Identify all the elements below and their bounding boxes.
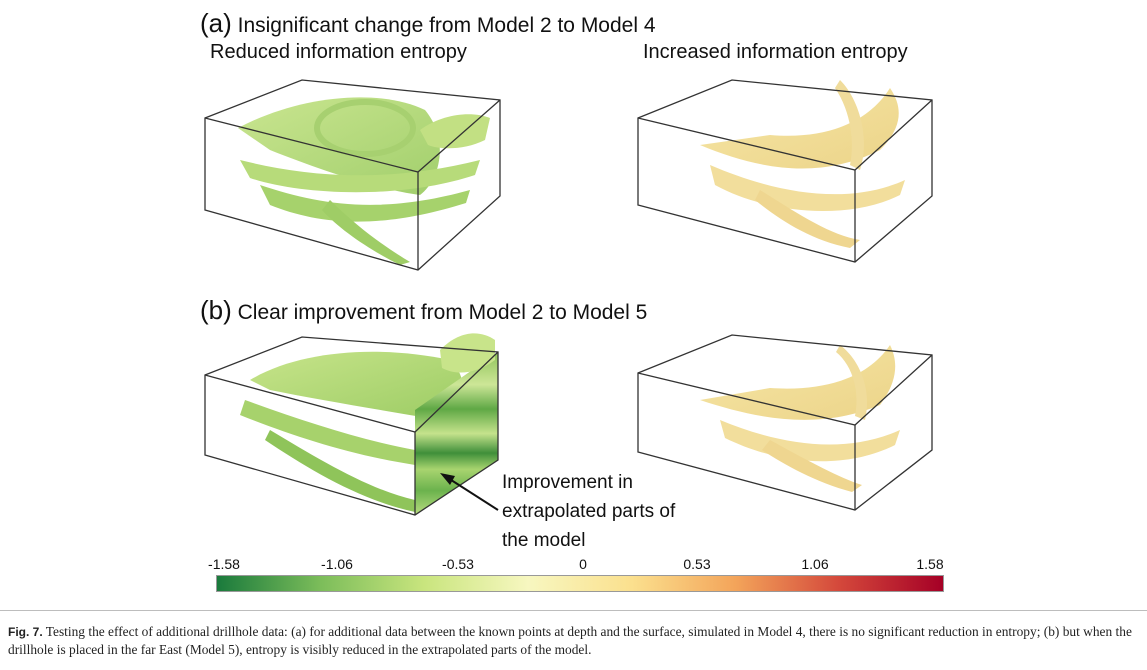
colorbar-tick: 0.53 bbox=[683, 556, 711, 572]
surface-a-right bbox=[700, 80, 905, 248]
frame-a-right bbox=[637, 79, 933, 263]
frame-b-right bbox=[637, 334, 933, 511]
left-column-label: Reduced information entropy bbox=[210, 41, 467, 63]
colorbar-tick: -1.58 bbox=[208, 556, 240, 572]
frame-b-left bbox=[204, 336, 499, 516]
annotation-arrow bbox=[440, 473, 499, 511]
surface-a-left bbox=[238, 97, 490, 265]
model-a-reduced-entropy bbox=[204, 79, 933, 516]
colorbar-tick: -1.06 bbox=[321, 556, 353, 572]
frame-a-left bbox=[204, 79, 501, 271]
right-column-label: Increased information entropy bbox=[643, 41, 908, 63]
surface-b-left bbox=[240, 333, 498, 515]
caption-label: Fig. 7. bbox=[8, 625, 43, 639]
caption-text: Testing the effect of additional drillho… bbox=[8, 624, 1132, 657]
panel-b-letter: (b) bbox=[200, 295, 232, 325]
colorbar-tick: 1.58 bbox=[916, 556, 944, 572]
surface-b-right bbox=[700, 345, 900, 492]
colorbar-tick: -0.53 bbox=[442, 556, 474, 572]
figure-caption: Fig. 7. Testing the effect of additional… bbox=[8, 623, 1143, 658]
panel-b-title: (b) Clear improvement from Model 2 to Mo… bbox=[200, 295, 647, 326]
colorbar-tick: 0 bbox=[579, 556, 587, 572]
annotation-line-3: the model bbox=[502, 530, 586, 551]
colorbar bbox=[216, 575, 944, 592]
annotation-line-1: Improvement in bbox=[502, 472, 633, 493]
annotation-text: Improvement in extrapolated parts of the… bbox=[502, 468, 675, 555]
annotation-line-2: extrapolated parts of bbox=[502, 501, 676, 522]
panel-a-letter: (a) bbox=[200, 8, 232, 38]
panel-a-title: (a) Insignificant change from Model 2 to… bbox=[200, 8, 656, 39]
panel-a-title-text: Insignificant change from Model 2 to Mod… bbox=[237, 14, 656, 37]
panel-b-title-text: Clear improvement from Model 2 to Model … bbox=[237, 301, 648, 324]
caption-divider bbox=[0, 610, 1147, 611]
colorbar-tick: 1.06 bbox=[801, 556, 829, 572]
colorbar-ticks: -1.58 -1.06 -0.53 0 0.53 1.06 1.58 bbox=[0, 556, 1147, 574]
